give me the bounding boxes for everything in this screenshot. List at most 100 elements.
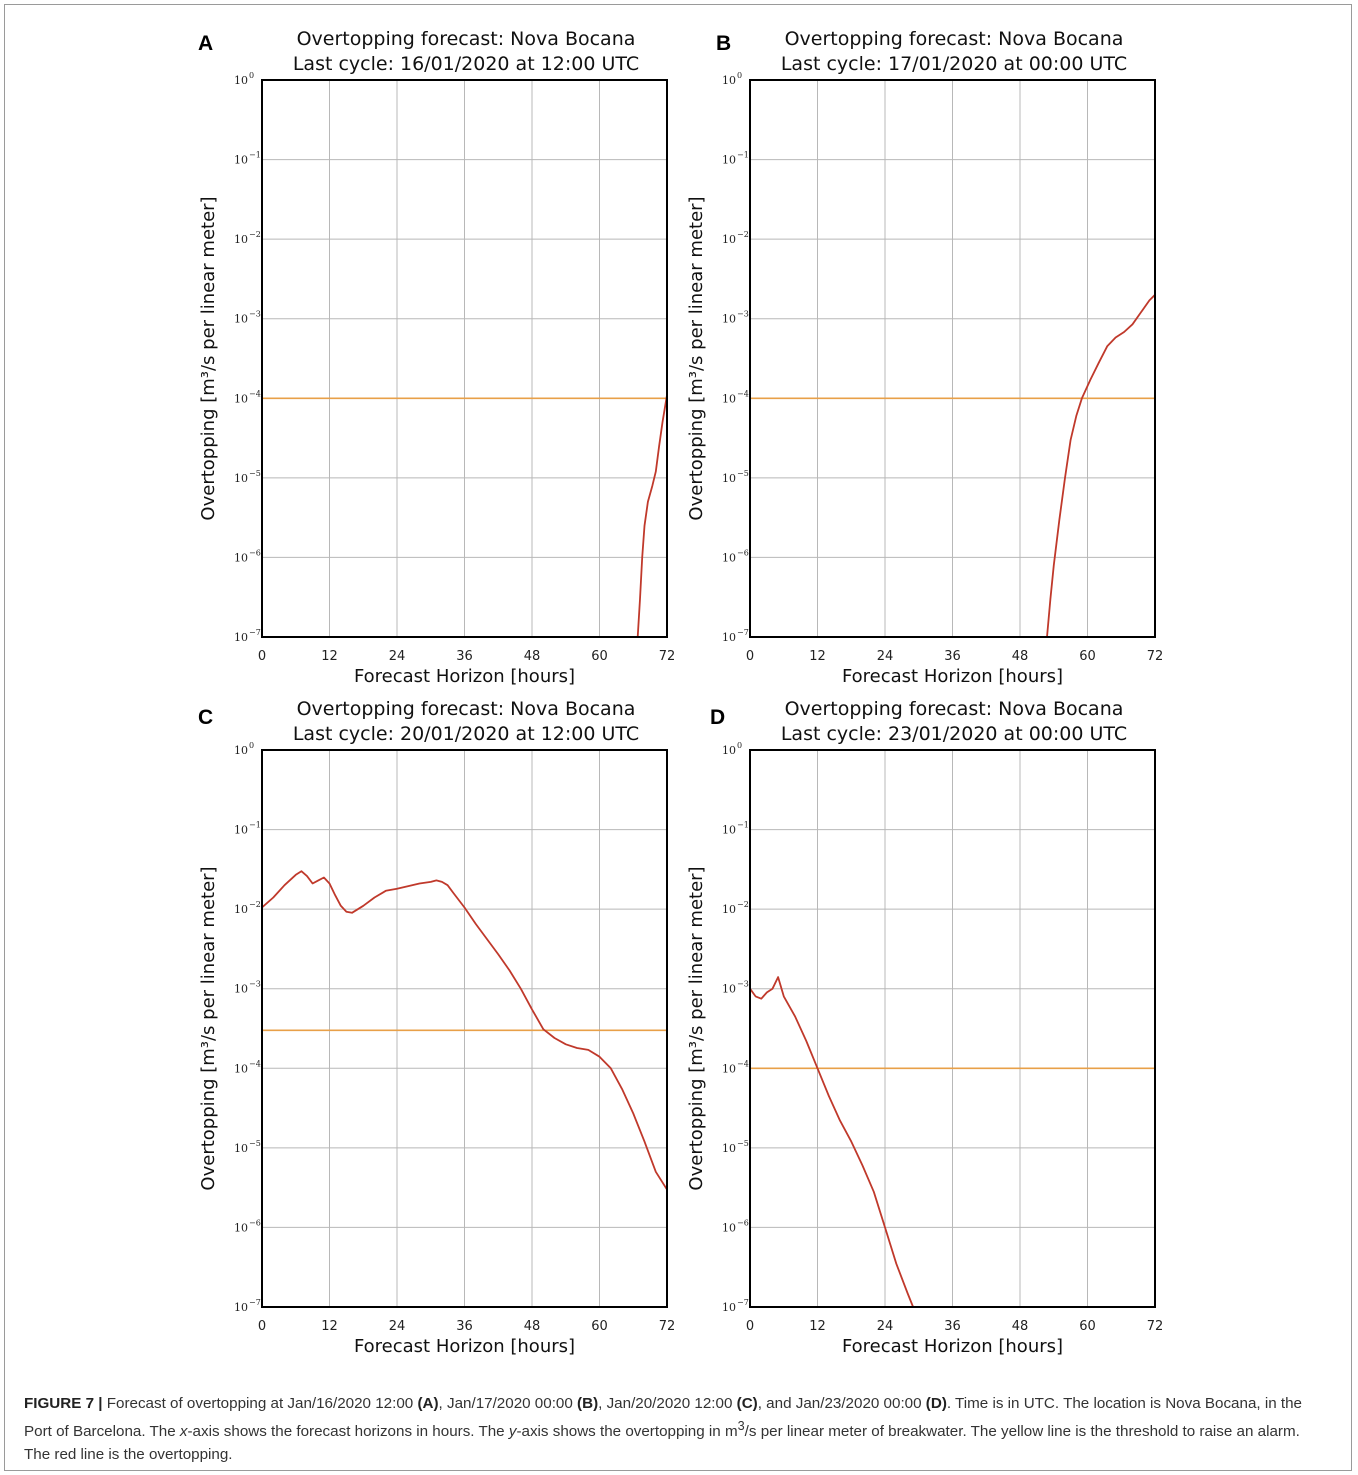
x-tick-label: 12: [321, 1319, 338, 1334]
x-tick-label: 60: [591, 649, 608, 664]
y-tick-label: 10: [234, 903, 248, 916]
y-axis-label: Overtopping [m³/s per linear meter]: [686, 196, 707, 520]
x-tick-label: 72: [659, 1319, 676, 1334]
chart-subtitle: Last cycle: 16/01/2020 at 12:00 UTC: [293, 53, 639, 75]
x-tick-label: 12: [809, 649, 826, 664]
y-tick-label: 10: [234, 1142, 248, 1155]
caption-ref-a: (A): [417, 1395, 439, 1412]
y-tick-label: 10: [722, 744, 736, 757]
y-tick-exponent: −6: [737, 548, 749, 557]
chart-subtitle: Last cycle: 20/01/2020 at 12:00 UTC: [293, 723, 639, 745]
chart-b: Overtopping forecast: Nova Bocana Last cy…: [686, 28, 1164, 687]
x-tick-label: 36: [944, 1319, 961, 1334]
caption-text-7: -axis shows the overtopping in m: [516, 1423, 738, 1441]
x-tick-label: 24: [389, 649, 406, 664]
x-tick-label: 24: [877, 1319, 894, 1334]
chart-title: Overtopping forecast: Nova Bocana: [785, 698, 1124, 720]
x-tick-label: 12: [809, 1319, 826, 1334]
plot-frame: [749, 79, 1156, 638]
y-axis-label: Overtopping [m³/s per linear meter]: [198, 866, 219, 1190]
chart-panel-d: D Overtopping forecast: Nova Bocana Last …: [678, 692, 1238, 1372]
y-tick-label: 10: [234, 1301, 248, 1314]
y-tick-label: 10: [722, 1062, 736, 1075]
y-tick-label: 10: [722, 472, 736, 485]
y-tick-label: 10: [722, 313, 736, 326]
chart-title: Overtopping forecast: Nova Bocana: [785, 28, 1124, 50]
overtopping-series-line: [636, 394, 667, 637]
y-tick-exponent: −5: [737, 1139, 749, 1148]
x-tick-label: 0: [258, 1319, 266, 1334]
y-tick-exponent: −1: [249, 821, 261, 830]
caption-ref-d: (D): [925, 1395, 947, 1412]
y-tick-exponent: −2: [737, 900, 749, 909]
x-tick-label: 60: [1079, 1319, 1096, 1334]
y-tick-exponent: −6: [249, 548, 261, 557]
y-tick-exponent: −1: [249, 151, 261, 160]
x-tick-label: 72: [1147, 1319, 1164, 1334]
y-tick-exponent: −5: [249, 469, 261, 478]
caption-label: FIGURE 7 |: [24, 1395, 103, 1412]
y-tick-label: 10: [234, 392, 248, 405]
y-tick-label: 10: [722, 1301, 736, 1314]
panel-label-d: D: [710, 706, 726, 729]
y-tick-label: 10: [722, 631, 736, 644]
y-axis-label: Overtopping [m³/s per linear meter]: [198, 196, 219, 520]
y-tick-exponent: 0: [737, 741, 742, 750]
x-tick-label: 48: [524, 1319, 541, 1334]
x-tick-label: 72: [1147, 649, 1164, 664]
chart-panel-a: A Overtopping forecast: Nova Bocana Last …: [190, 22, 750, 702]
panel-label-c: C: [198, 706, 214, 729]
y-tick-exponent: −7: [737, 628, 749, 637]
caption-x-var: x: [179, 1423, 188, 1441]
y-tick-exponent: −5: [737, 469, 749, 478]
y-tick-exponent: −4: [737, 1059, 749, 1068]
x-tick-label: 36: [456, 1319, 473, 1334]
plot-frame: [261, 749, 668, 1308]
panel-label-b: B: [716, 32, 732, 55]
overtopping-series-line: [750, 976, 914, 1307]
x-axis-label: Forecast Horizon [hours]: [354, 1336, 575, 1357]
y-tick-label: 10: [234, 1221, 248, 1234]
x-tick-label: 36: [944, 649, 961, 664]
x-tick-label: 60: [1079, 649, 1096, 664]
x-tick-label: 60: [591, 1319, 608, 1334]
y-tick-label: 10: [234, 631, 248, 644]
y-tick-exponent: 0: [249, 741, 254, 750]
x-tick-label: 48: [1012, 649, 1029, 664]
x-tick-label: 72: [659, 649, 676, 664]
y-tick-label: 10: [234, 744, 248, 757]
y-tick-label: 10: [722, 74, 736, 87]
chart-c: Overtopping forecast: Nova Bocana Last cy…: [198, 698, 676, 1357]
x-tick-label: 36: [456, 649, 473, 664]
caption-sup: 3: [737, 1419, 745, 1433]
caption-text-3: , Jan/20/2020 12:00: [598, 1395, 737, 1412]
chart-d: Overtopping forecast: Nova Bocana Last cy…: [686, 698, 1164, 1357]
y-tick-label: 10: [722, 233, 736, 246]
y-tick-exponent: −2: [249, 900, 261, 909]
y-tick-label: 10: [722, 392, 736, 405]
y-tick-exponent: 0: [737, 71, 742, 80]
y-tick-label: 10: [234, 154, 248, 167]
y-tick-label: 10: [234, 74, 248, 87]
x-tick-label: 48: [1012, 1319, 1029, 1334]
y-tick-label: 10: [234, 551, 248, 564]
caption-text-1: Forecast of overtopping at Jan/16/2020 1…: [102, 1395, 418, 1412]
y-tick-label: 10: [722, 983, 736, 996]
y-tick-exponent: −4: [249, 389, 261, 398]
caption-text-4: , and Jan/23/2020 00:00: [757, 1395, 926, 1412]
caption-ref-b: (B): [577, 1395, 599, 1412]
caption-text-8: /s per linear meter of breakwater. The y…: [24, 1423, 1300, 1464]
y-tick-exponent: −6: [249, 1218, 261, 1227]
y-tick-exponent: −6: [737, 1218, 749, 1227]
plot-frame: [749, 749, 1156, 1308]
y-tick-label: 10: [722, 551, 736, 564]
y-tick-exponent: −3: [737, 980, 749, 989]
y-tick-label: 10: [722, 1221, 736, 1234]
y-tick-label: 10: [722, 824, 736, 837]
y-tick-exponent: −4: [249, 1059, 261, 1068]
y-tick-exponent: −3: [249, 310, 261, 319]
plot-frame: [261, 79, 668, 638]
x-tick-label: 24: [389, 1319, 406, 1334]
y-axis-label: Overtopping [m³/s per linear meter]: [686, 866, 707, 1190]
y-tick-exponent: −2: [249, 230, 261, 239]
